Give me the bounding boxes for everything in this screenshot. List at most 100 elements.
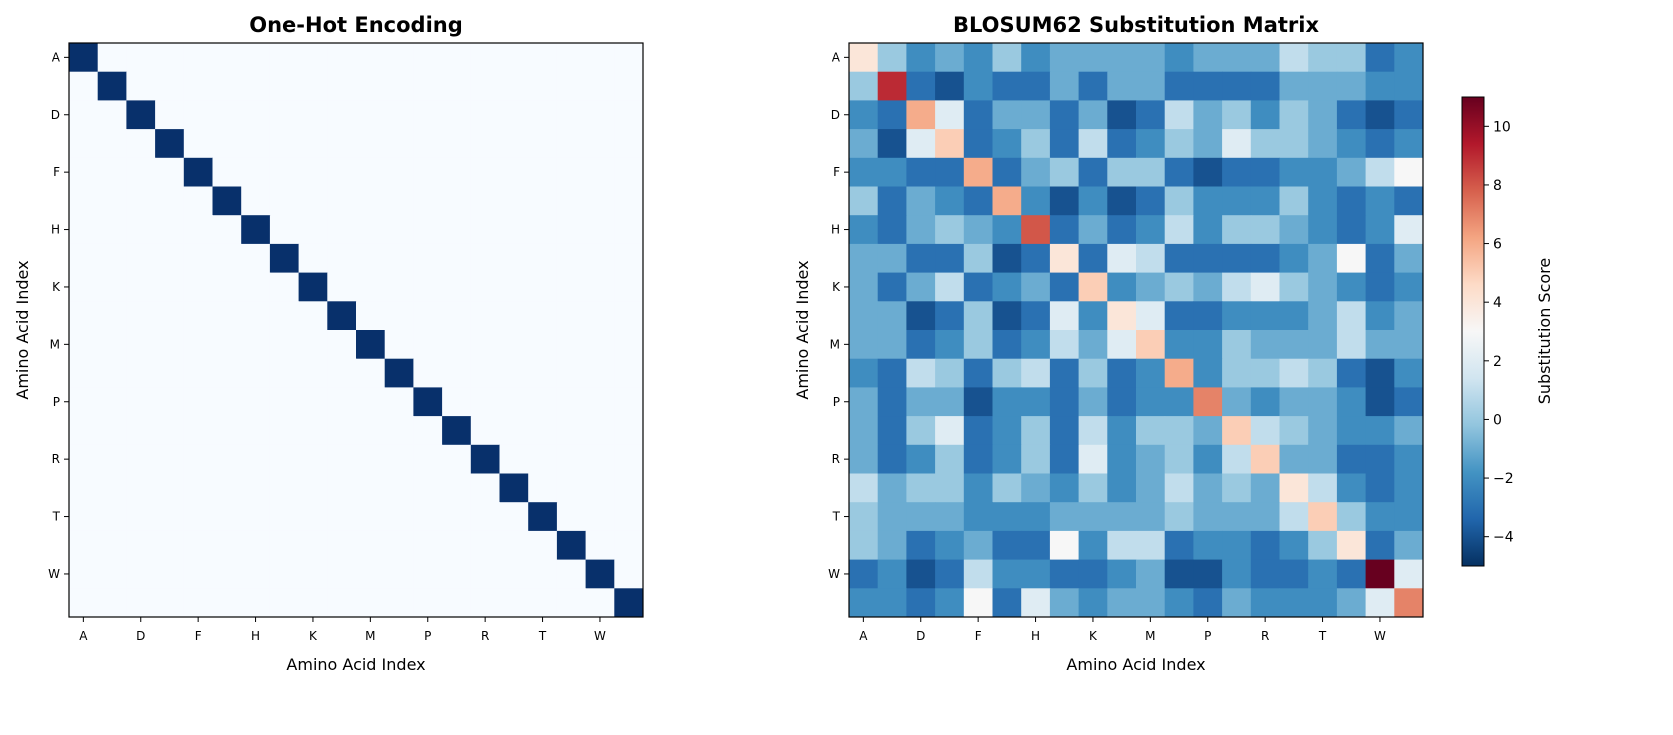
left-cell-C-A [69,71,99,101]
left-cell-T-A [69,502,99,532]
right-cell-E-R [1250,129,1280,159]
right-cell-W-R [1250,559,1280,589]
left-cell-A-V [556,43,587,73]
left-cell-R-N [384,444,414,474]
left-cell-L-I [269,301,300,331]
left-cell-N-Y [614,358,644,388]
left-cell-E-D [126,129,156,159]
right-cell-L-D [906,301,936,331]
right-cell-R-G [992,444,1022,474]
right-cell-G-C [877,186,907,216]
left-cell-R-R [470,444,500,474]
right-cell-E-M [1136,129,1166,159]
left-cell-G-I [269,186,300,216]
left-cell-R-A [69,444,99,474]
left-cell-T-S [499,502,529,532]
left-cell-G-D [126,186,156,216]
right-cell-C-I [1049,71,1080,101]
right-cell-C-D [906,71,936,101]
right-cell-Y-L [1107,588,1137,618]
right-cell-I-M [1136,243,1166,274]
right-cell-R-R [1250,444,1280,474]
left-cell-W-F [183,559,213,589]
right-cell-M-T [1308,330,1338,360]
left-cell-W-W [585,559,615,589]
left-cell-M-D [126,330,156,360]
left-cell-F-H [241,157,271,187]
left-cell-E-F [183,129,213,159]
left-cell-F-Y [614,157,644,187]
right-cell-S-Q [1222,473,1252,503]
right-cell-V-F [963,530,993,561]
left-cell-Y-A [69,588,99,618]
left-cell-S-R [470,473,500,503]
right-cell-S-C [877,473,907,503]
left-cell-F-D [126,157,156,187]
right-cell-V-V [1336,530,1367,561]
right-cell-I-V [1336,243,1367,274]
left-cell-E-Q [442,129,472,159]
right-cell-P-A [849,387,879,417]
left-cell-A-D [126,43,156,73]
left-cell-N-V [556,358,587,388]
right-cell-C-W [1365,71,1395,101]
left-cell-Q-Q [442,416,472,446]
left-cell-G-R [470,186,500,216]
left-cell-M-S [499,330,529,360]
right-cell-V-Y [1394,530,1424,561]
left-cell-Q-L [327,416,357,446]
right-cell-H-W [1365,215,1395,245]
left-cell-T-E [155,502,185,532]
right-cell-E-N [1164,129,1194,159]
left-cell-R-T [528,444,558,474]
left-cell-D-T [528,100,558,130]
right-cell-A-D [906,43,936,73]
left-cell-V-T [528,530,558,561]
left-cell-A-P [413,43,443,73]
left-cell-Q-F [183,416,213,446]
right-cell-Y-V [1336,588,1367,618]
right-cell-C-F [963,71,993,101]
left-cell-A-Q [442,43,472,73]
right-cell-S-N [1164,473,1194,503]
left-cell-K-D [126,272,156,302]
left-cell-W-K [298,559,328,589]
left-cell-S-T [528,473,558,503]
right-cell-T-C [877,502,907,532]
left-cell-Q-T [528,416,558,446]
right-cell-V-T [1308,530,1338,561]
right-cell-Q-T [1308,416,1338,446]
right-cell-R-C [877,444,907,474]
x-tick-label: K [309,629,318,643]
right-cell-A-A [849,43,879,73]
right-cell-M-M [1136,330,1166,360]
right-cell-T-G [992,502,1022,532]
right-cell-A-H [1021,43,1051,73]
left-cell-R-Y [614,444,644,474]
right-cell-G-M [1136,186,1166,216]
left-cell-C-D [126,71,156,101]
right-cell-V-N [1164,530,1194,561]
left-cell-G-K [298,186,328,216]
right-cell-Q-A [849,416,879,446]
left-cell-K-R [470,272,500,302]
right-cell-M-G [992,330,1022,360]
right-cell-C-H [1021,71,1051,101]
left-cell-I-R [470,243,500,274]
y-tick-label: P [53,395,60,409]
colorbar-tick-label: 10 [1493,119,1511,135]
left-cell-K-C [97,272,127,302]
left-cell-Q-C [97,416,127,446]
right-cell-W-C [877,559,907,589]
left-cell-W-H [241,559,271,589]
left-cell-Y-N [384,588,414,618]
left-cell-D-K [298,100,328,130]
left-cell-W-A [69,559,99,589]
right-cell-V-Q [1222,530,1252,561]
left-cell-R-M [356,444,386,474]
right-cell-M-A [849,330,879,360]
right-cell-F-H [1021,157,1051,187]
right-cell-Q-K [1078,416,1108,446]
right-cell-P-C [877,387,907,417]
right-cell-S-H [1021,473,1051,503]
